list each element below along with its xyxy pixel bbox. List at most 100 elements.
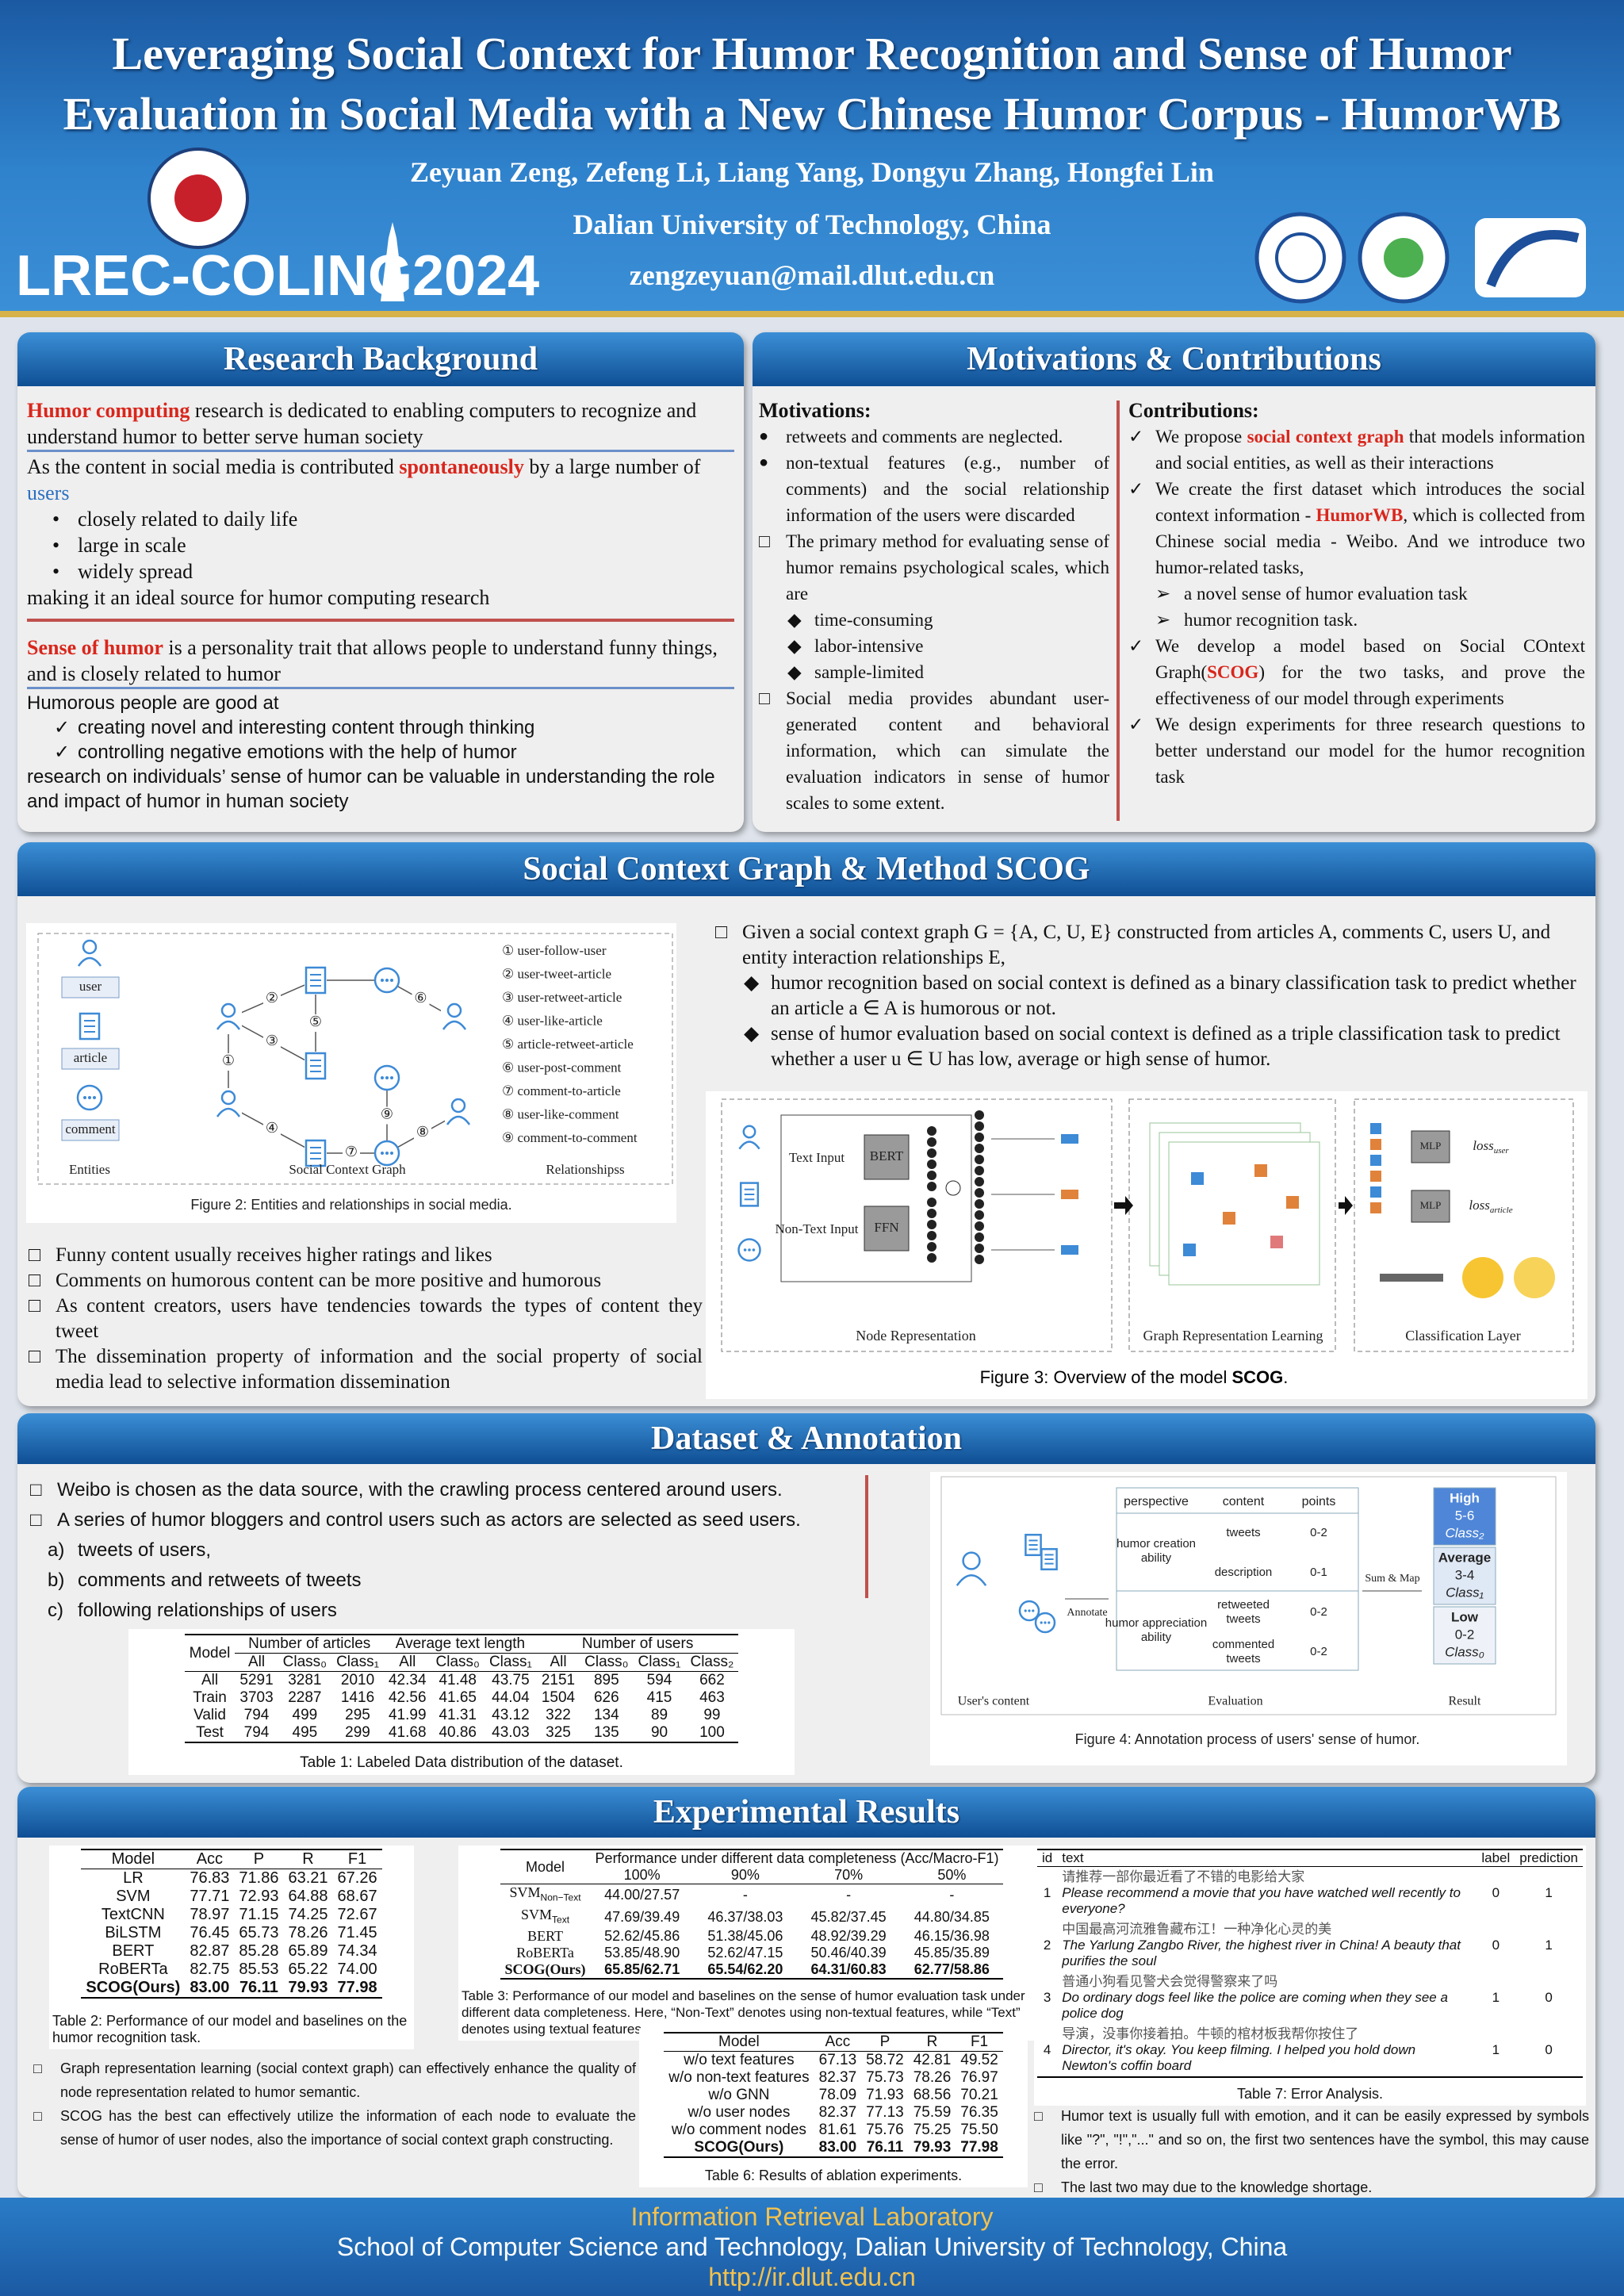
neuron xyxy=(927,1148,936,1158)
user-icon xyxy=(220,1002,236,1018)
table-cell: 74.00 xyxy=(337,1961,377,1978)
model-name: SVM xyxy=(509,1884,541,1900)
span: We develop a model based on Social COnte… xyxy=(1155,636,1585,682)
table-cell: 63.21 xyxy=(288,1869,328,1887)
table-cell: 78.26 xyxy=(913,2069,952,2086)
table-cell: 65.54/62.20 xyxy=(707,1961,783,1978)
class-node xyxy=(1370,1171,1381,1182)
table-cell: 78.97 xyxy=(190,1906,230,1923)
table-cell: 71.86 xyxy=(239,1869,279,1887)
table-row: 4 导演，没事你接着拍。牛顿的棺材板我帮你按住了 Director, it's ok… xyxy=(1037,2024,1583,2077)
text-zh: 中国最高河流雅鲁藏布江！一种净化心灵的美 xyxy=(1062,1922,1332,1937)
table-cell: w/o text features xyxy=(684,2052,795,2068)
table-row: id text label prediction xyxy=(1037,1849,1583,1867)
label: Graph Representation Learning xyxy=(1143,1328,1323,1343)
table-row: BiLSTM 76.45 65.73 78.26 71.45 xyxy=(81,1924,381,1942)
table-cell: 导演，没事你接着拍。牛顿的棺材板我帮你按住了 Director, it's oka… xyxy=(1057,2024,1477,2077)
caption: Table 2: Performance of our model and ba… xyxy=(52,2013,408,2045)
table-cell: BiLSTM xyxy=(105,1924,162,1941)
table-cell: 82.37 xyxy=(818,2104,857,2121)
model-subscript: Text xyxy=(552,1914,570,1926)
div: Weibo is chosen as the data source, with… xyxy=(30,1475,863,1535)
table-cell: Class₁ xyxy=(633,1653,686,1672)
table-cell: 2151 xyxy=(541,1672,576,1688)
table-cell: Acc xyxy=(814,2033,862,2052)
table-cell: 48.92/39.29 xyxy=(810,1928,887,1945)
tspan: humor creation xyxy=(1116,1537,1196,1550)
table-cell: All xyxy=(235,1653,278,1672)
caption: Figure 4: Annotation process of users' s… xyxy=(1075,1731,1420,1747)
label: Low xyxy=(1451,1609,1479,1624)
caption-part: Figure 3: Overview of the model xyxy=(980,1367,1232,1387)
list-item: Graph representation learning (social co… xyxy=(33,2056,636,2104)
table-cell: w/o GNN xyxy=(708,2087,770,2103)
class-node xyxy=(1370,1186,1381,1198)
edge-marker: ⑤ xyxy=(309,1014,322,1029)
text-en: The Yarlung Zangbo River, the highest ri… xyxy=(1062,1938,1461,1968)
doc-icon xyxy=(739,1182,760,1207)
column-title: Contributions: xyxy=(1128,399,1259,422)
table-cell: 76.83 xyxy=(190,1869,230,1887)
table-cell: Class₀ xyxy=(278,1653,332,1672)
list-item: SCOG has the best can effectively utiliz… xyxy=(33,2104,636,2152)
tspan: humor appreciation xyxy=(1105,1616,1207,1630)
label: perspective xyxy=(1124,1495,1189,1508)
table-cell: 42.56 xyxy=(388,1689,427,1706)
chat-icon xyxy=(390,1152,393,1155)
table-cell: 895 xyxy=(593,1672,619,1688)
chat-icon xyxy=(373,1140,400,1167)
relation: ⑤ article-retweet-article xyxy=(502,1037,634,1052)
table-cell: text xyxy=(1057,1849,1477,1867)
table-cell: 1504 xyxy=(541,1689,576,1706)
table-row: Train 3703 2287 1416 42.56 41.65 44.04 1504 626 4… xyxy=(185,1689,739,1707)
graph: user article comment ① ② ③ ④ ⑤ ⑥ ⑦ ⑧ ⑨ ① user-follow… xyxy=(61,939,638,1213)
doc-icon xyxy=(304,1052,327,1080)
chat-icon xyxy=(737,1238,761,1262)
list-item: We design experiments for three research… xyxy=(1128,711,1585,790)
table-cell: 794 xyxy=(243,1724,270,1741)
table-cell: 76.97 xyxy=(960,2069,998,2086)
list-item: We develop a model based on Social COnte… xyxy=(1128,633,1585,711)
logo xyxy=(1384,238,1423,278)
table-cell: 83.00 xyxy=(190,1979,230,1996)
doc-icon xyxy=(304,1139,327,1167)
table-row: All Class₀ Class₁ All Class₀ Class₁ All Class₀ C… xyxy=(185,1653,739,1672)
conference-logo: LREC-COLING 2024 xyxy=(16,148,539,308)
chat-icon xyxy=(88,1096,91,1099)
chat-icon xyxy=(385,979,389,982)
table-cell: 81.61 xyxy=(818,2122,857,2138)
label: Annotate xyxy=(1067,1607,1107,1619)
label: User's content xyxy=(958,1695,1030,1708)
neuron xyxy=(927,1182,936,1191)
caption-part: SCOG xyxy=(1232,1367,1284,1387)
list-item: labor-intensive xyxy=(759,633,1109,659)
edge-marker: ⑥ xyxy=(414,990,427,1006)
list-item: creating novel and interesting content t… xyxy=(27,715,734,740)
table-cell: 100 xyxy=(699,1724,725,1741)
table-cell: 79.93 xyxy=(913,2139,952,2156)
table-cell: 71.15 xyxy=(239,1906,279,1923)
table-cell: 请推荐一部你最近看了不错的电影给大家 Please recommend a mov… xyxy=(1057,1867,1477,1920)
label: Non-Text Input xyxy=(775,1221,858,1236)
institution-logos xyxy=(1254,212,1586,304)
entity-box xyxy=(61,976,120,999)
figure-bg xyxy=(26,923,676,1223)
table-cell: 2010 xyxy=(340,1672,375,1688)
table-cell: SCOG(Ours) xyxy=(500,1961,591,1979)
table-cell: Number of users xyxy=(536,1635,739,1654)
list-item: sense of humor evaluation based on socia… xyxy=(715,1022,1588,1072)
mlp xyxy=(1411,1190,1450,1223)
caption: Figure 2: Entities and relationships in … xyxy=(190,1197,511,1213)
url[interactable]: http://ir.dlut.edu.cn xyxy=(708,2263,916,2291)
table-cell: label xyxy=(1477,1849,1515,1867)
neuron xyxy=(975,1133,984,1142)
table-cell: 46.15/36.98 xyxy=(914,1928,990,1945)
graph-node xyxy=(1286,1196,1299,1209)
table-cell: Class₀ xyxy=(431,1653,485,1672)
label: comment xyxy=(65,1121,116,1137)
table-cell: 100% xyxy=(590,1867,694,1884)
table-row: RoBERTa 53.85/48.90 52.62/47.15 50.46/40.39… xyxy=(500,1945,1004,1961)
annotation-diagram: Annotate perspective content points humor cr… xyxy=(940,1476,1557,1747)
relation: ② user-tweet-article xyxy=(502,966,611,981)
table-cell: 65.22 xyxy=(288,1961,328,1978)
